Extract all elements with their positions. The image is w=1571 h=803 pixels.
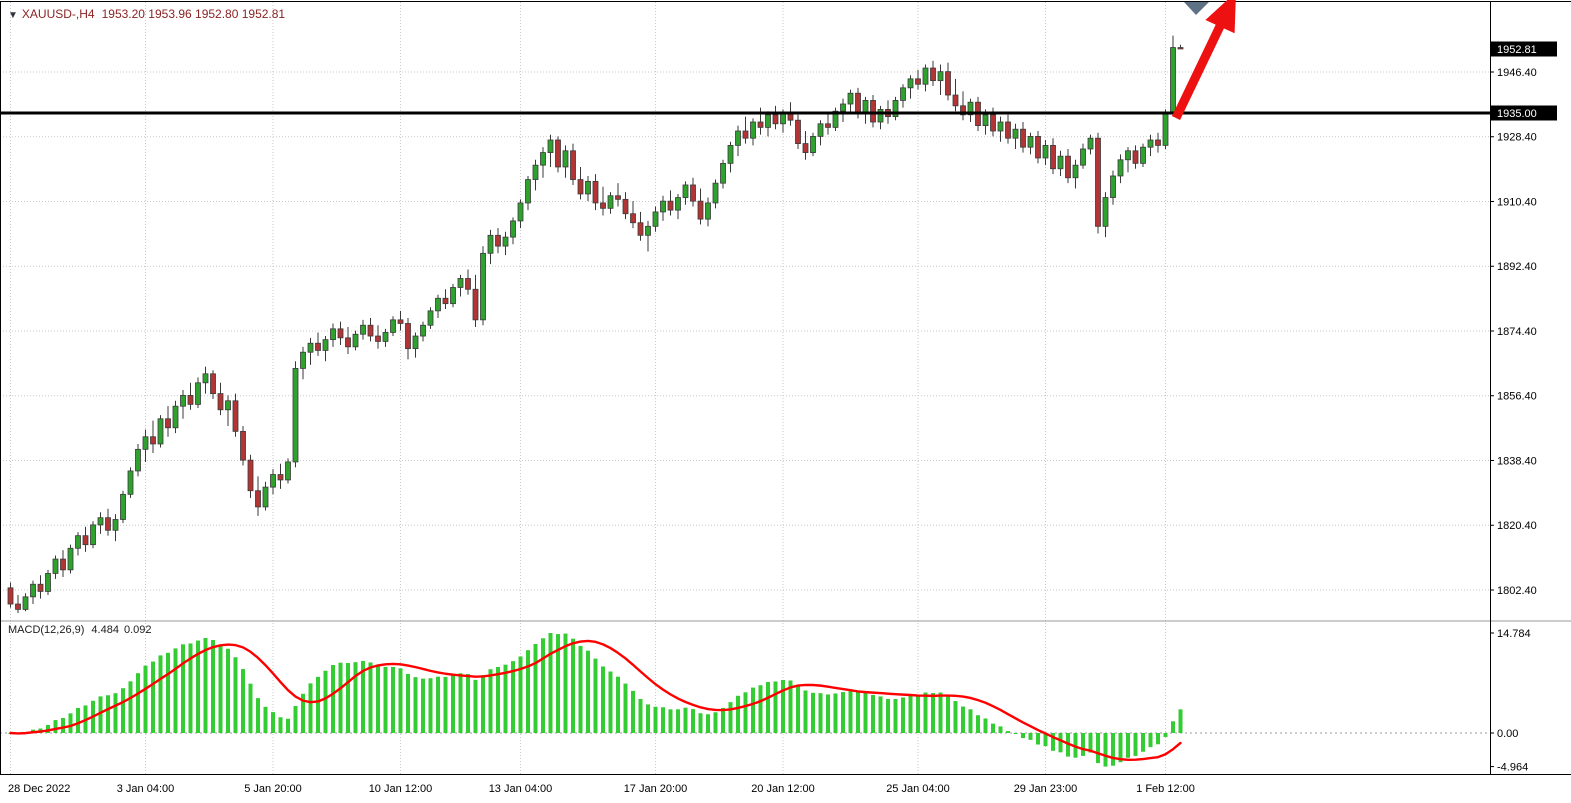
svg-text:-4.964: -4.964: [1497, 762, 1528, 774]
svg-text:1946.40: 1946.40: [1497, 67, 1537, 79]
svg-text:1802.40: 1802.40: [1497, 585, 1537, 597]
svg-text:17 Jan 20:00: 17 Jan 20:00: [624, 783, 688, 795]
svg-text:3 Jan 04:00: 3 Jan 04:00: [117, 783, 175, 795]
svg-text:14.784: 14.784: [1497, 628, 1531, 640]
svg-text:20 Jan 12:00: 20 Jan 12:00: [751, 783, 815, 795]
current-price-tag: 1952.81: [1491, 41, 1557, 57]
svg-text:1928.40: 1928.40: [1497, 132, 1537, 144]
ohlc-values-label: 1953.20 1953.96 1952.80 1952.81: [101, 7, 286, 21]
svg-text:1820.40: 1820.40: [1497, 520, 1537, 532]
collapse-triangle-icon[interactable]: ▼: [8, 10, 18, 21]
svg-text:1892.40: 1892.40: [1497, 261, 1537, 273]
svg-text:13 Jan 04:00: 13 Jan 04:00: [489, 783, 553, 795]
macd-main-value: 4.484: [91, 624, 119, 636]
svg-text:1935.00: 1935.00: [1497, 108, 1537, 120]
svg-text:1 Feb 12:00: 1 Feb 12:00: [1136, 783, 1195, 795]
macd-indicator-label: MACD(12,26,9) 4.484 0.092: [8, 624, 151, 636]
svg-text:1874.40: 1874.40: [1497, 326, 1537, 338]
macd-histogram-layer: [8, 633, 1183, 767]
hline-price-tag: 1935.00: [1491, 105, 1557, 121]
candlestick-layer: [7, 35, 1184, 614]
macd-name-label: MACD(12,26,9): [8, 624, 85, 636]
svg-text:28 Dec 2022: 28 Dec 2022: [8, 783, 70, 795]
svg-text:10 Jan 12:00: 10 Jan 12:00: [369, 783, 433, 795]
time-axis[interactable]: 28 Dec 2022 3 Jan 04:00 5 Jan 20:00 10 Jan …: [8, 783, 1195, 795]
gray-triangle-marker[interactable]: [1184, 2, 1209, 15]
svg-text:5 Jan 20:00: 5 Jan 20:00: [244, 783, 302, 795]
svg-text:25 Jan 04:00: 25 Jan 04:00: [886, 783, 950, 795]
svg-text:1952.81: 1952.81: [1497, 44, 1537, 56]
symbol-timeframe-label: XAUUSD-,H4: [21, 7, 95, 21]
svg-text:1838.40: 1838.40: [1497, 455, 1537, 467]
chart-frame: [0, 1, 1571, 775]
macd-signal-line: [9, 639, 1182, 761]
svg-text:1856.40: 1856.40: [1497, 391, 1537, 403]
trend-arrow[interactable]: [1171, 0, 1236, 120]
macd-signal-value: 0.092: [123, 624, 152, 636]
svg-text:29 Jan 23:00: 29 Jan 23:00: [1014, 783, 1078, 795]
svg-text:0.00: 0.00: [1497, 728, 1518, 740]
svg-text:1910.40: 1910.40: [1497, 196, 1537, 208]
price-axis[interactable]: 1946.40 1928.40 1910.40 1892.40 1874.40 1856.…: [1490, 67, 1537, 774]
symbol-ohlc-header: ▼ XAUUSD-,H4 1953.20 1953.96 1952.80 1952.…: [8, 7, 285, 21]
